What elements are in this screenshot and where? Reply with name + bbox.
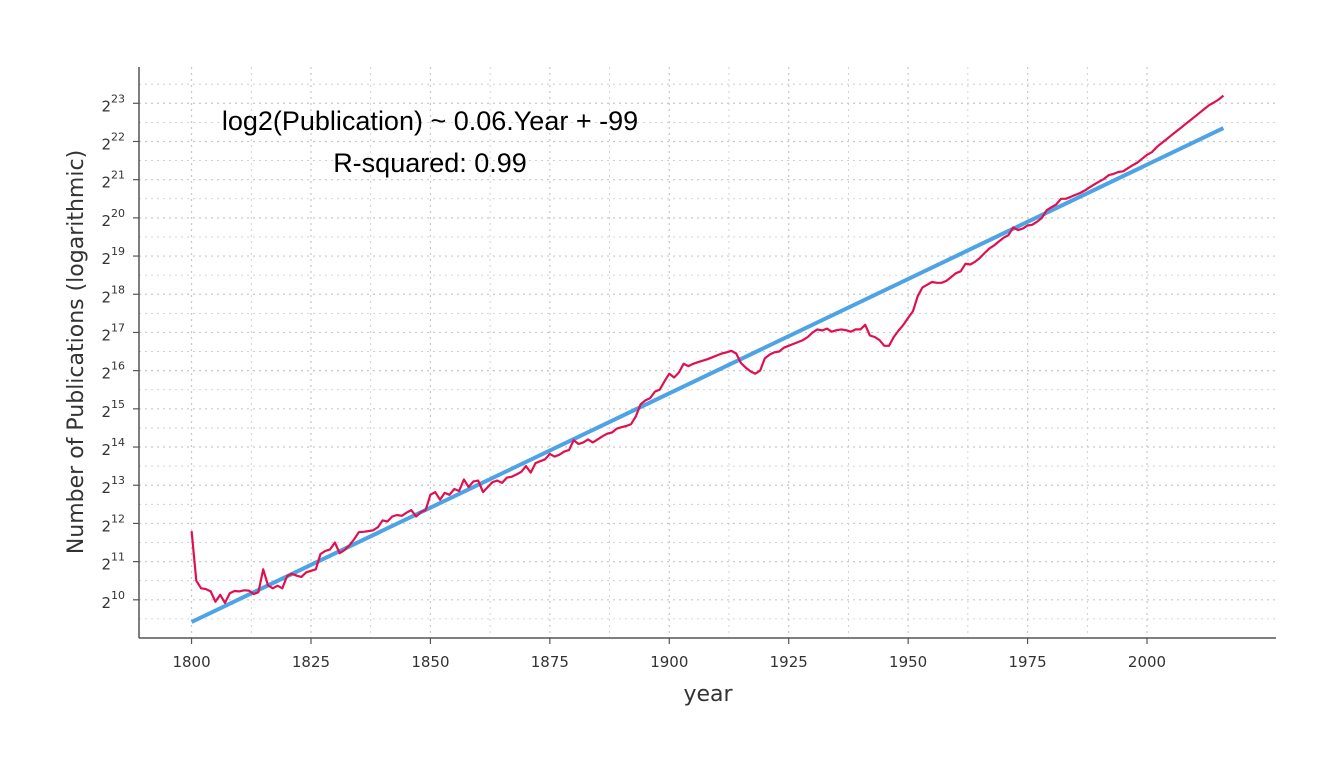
y-tick-label: 222 xyxy=(101,130,125,153)
y-tick-label: 220 xyxy=(101,207,125,230)
series xyxy=(190,94,1225,624)
grid xyxy=(139,67,1276,638)
x-tick-label: 1975 xyxy=(1008,653,1046,671)
y-tick-label: 212 xyxy=(101,512,125,535)
x-tick-label: 1900 xyxy=(650,653,688,671)
x-tick-label: 1825 xyxy=(292,653,330,671)
r-squared-label: R-squared: 0.99 xyxy=(333,148,527,178)
regression-line xyxy=(190,126,1225,624)
axes xyxy=(138,67,1276,639)
x-tick-label: 1950 xyxy=(889,653,927,671)
labels: year Number of Publications (logarithmic… xyxy=(64,106,733,707)
publications-line xyxy=(190,94,1225,605)
x-tick-label: 1925 xyxy=(770,653,808,671)
y-tick-label: 219 xyxy=(101,245,125,268)
y-tick-label: 214 xyxy=(101,436,125,459)
y-tick-label: 213 xyxy=(101,474,125,497)
y-tick-label: 215 xyxy=(101,398,125,421)
y-tick-label: 218 xyxy=(101,283,125,306)
x-tick-label: 1800 xyxy=(172,653,210,671)
y-tick-label: 223 xyxy=(101,92,125,115)
regression-formula: log2(Publication) ~ 0.06.Year + -99 xyxy=(222,106,638,136)
y-tick-label: 211 xyxy=(101,551,125,574)
y-axis-title: Number of Publications (logarithmic) xyxy=(64,150,89,554)
y-tick-label: 216 xyxy=(101,360,125,383)
x-tick-label: 1875 xyxy=(531,653,569,671)
x-tick-label: 2000 xyxy=(1128,653,1166,671)
y-tick-label: 221 xyxy=(101,169,125,192)
x-tick-label: 1850 xyxy=(411,653,449,671)
y-tick-label: 210 xyxy=(101,589,125,612)
ticks: 1800 1825 1850 1875 1900 1925 1950 1975 2000 210 2… xyxy=(101,92,1166,671)
x-axis-title: year xyxy=(683,682,733,707)
y-tick-label: 217 xyxy=(101,321,125,344)
